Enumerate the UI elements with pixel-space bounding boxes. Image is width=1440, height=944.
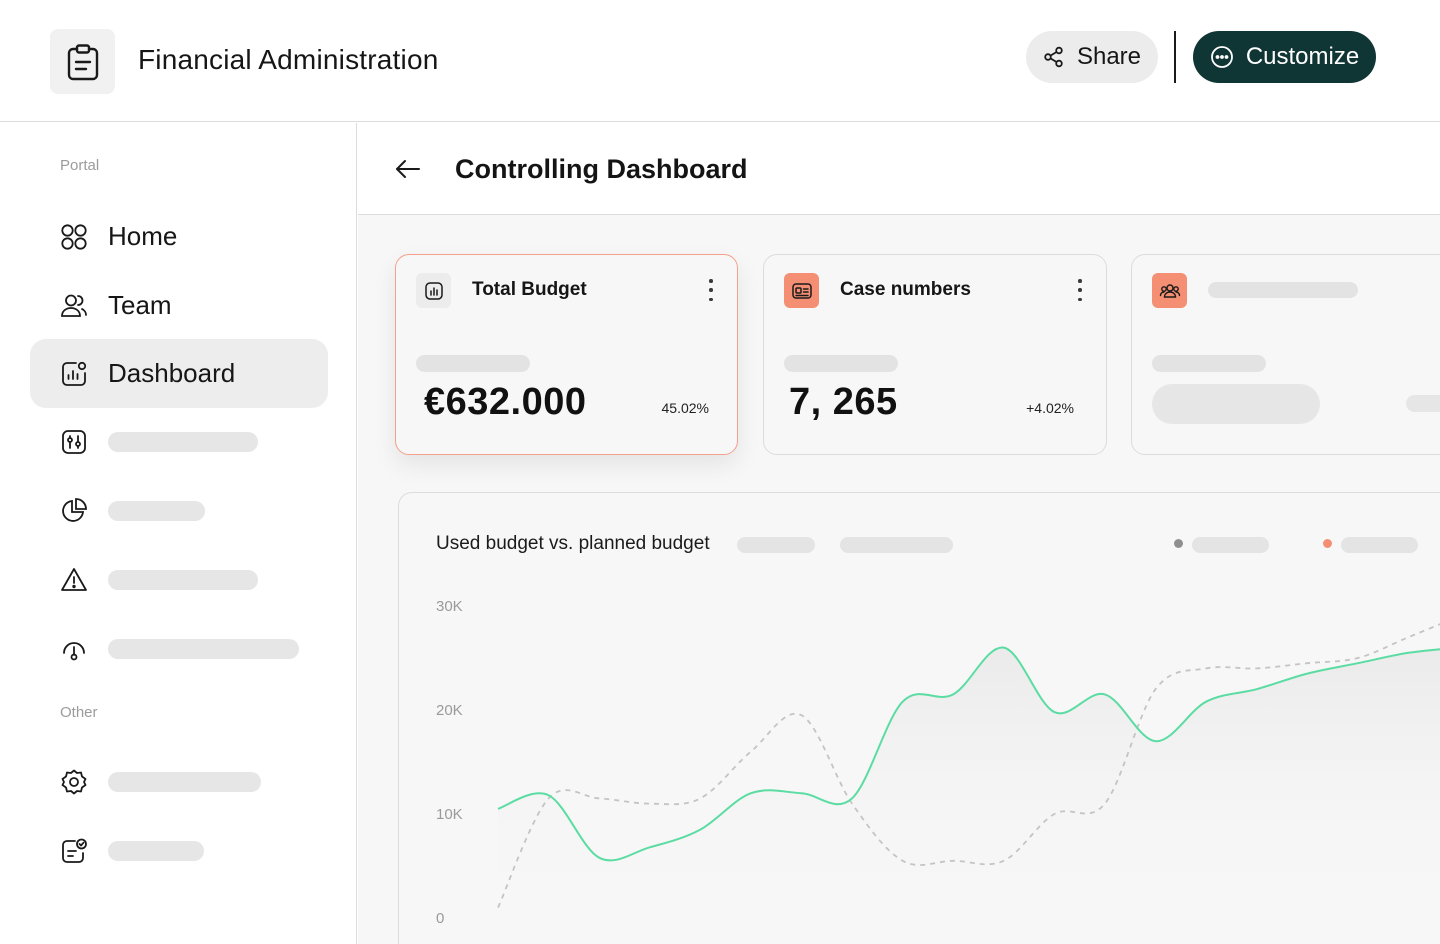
used-budget-line — [497, 646, 1440, 862]
used-budget-area — [498, 647, 1440, 918]
card-title-placeholder — [1208, 282, 1358, 298]
card-value: €632.000 — [424, 381, 587, 423]
back-button[interactable] — [394, 155, 422, 183]
card-placeholder — [1152, 355, 1266, 372]
y-tick-label: 30K — [436, 598, 463, 615]
group-icon — [1152, 273, 1187, 308]
users-icon — [60, 292, 88, 320]
chart-filter-placeholder[interactable] — [737, 537, 815, 553]
nav-placeholder — [108, 500, 205, 521]
app-logo[interactable] — [50, 29, 115, 94]
case-numbers-card[interactable]: Case numbers 7, 265 +4.02% — [763, 254, 1107, 455]
more-circle-icon — [1210, 46, 1233, 68]
placeholder-card[interactable] — [1131, 254, 1440, 455]
sidebar-item-home[interactable]: Home — [30, 202, 328, 271]
chart-filter-placeholder[interactable] — [840, 537, 953, 553]
legend-dot-used — [1323, 539, 1332, 548]
grid-icon — [60, 223, 88, 251]
planned-budget-line — [497, 623, 1440, 908]
budget-chart-card: Used budget vs. planned budget 30K 20K 10K… — [398, 492, 1440, 944]
nav-placeholder — [108, 638, 299, 659]
bar-chart-icon — [416, 273, 451, 308]
card-title: Case numbers — [840, 279, 971, 300]
page-title: Controlling Dashboard — [455, 154, 748, 184]
sidebar-item-label: Team — [108, 290, 172, 320]
y-tick-label: 0 — [436, 910, 444, 927]
clipboard-icon — [67, 43, 98, 80]
section-label-portal: Portal — [60, 157, 100, 174]
kebab-menu-icon[interactable] — [707, 279, 715, 301]
share-label: Share — [1076, 43, 1142, 70]
nav-placeholder — [108, 431, 258, 452]
page-header: Controlling Dashboard — [358, 123, 1440, 215]
share-button[interactable]: Share — [1026, 31, 1158, 83]
customize-button[interactable]: Customize — [1193, 31, 1376, 83]
arrow-left-icon — [396, 160, 420, 178]
card-placeholder — [784, 355, 898, 372]
legend-dot-planned — [1174, 539, 1183, 548]
total-budget-card[interactable]: Total Budget €632.000 45.02% — [395, 254, 738, 455]
legend-label-placeholder — [1192, 537, 1269, 553]
card-delta: 45.02% — [661, 400, 709, 416]
header-divider — [1174, 31, 1176, 83]
kebab-menu-icon[interactable] — [1076, 279, 1084, 301]
y-tick-label: 20K — [436, 702, 463, 719]
task-check-icon — [60, 837, 88, 865]
sidebar-item-label: Home — [108, 221, 178, 251]
top-header: Financial Administration Share Customize — [0, 0, 1440, 122]
sidebar-item-placeholder-3[interactable] — [30, 545, 328, 614]
sidebar-item-dashboard[interactable]: Dashboard — [30, 339, 328, 408]
chart-title: Used budget vs. planned budget — [436, 533, 710, 554]
sidebar-item-tasks[interactable] — [30, 816, 328, 885]
legend-label-placeholder — [1341, 537, 1418, 553]
app-title: Financial Administration — [138, 44, 439, 75]
sidebar: Portal Home Team — [0, 123, 357, 944]
card-delta-placeholder — [1406, 395, 1440, 412]
sidebar-item-settings[interactable] — [30, 747, 328, 816]
card-value-placeholder — [1152, 384, 1320, 424]
sidebar-item-team[interactable]: Team — [30, 271, 328, 340]
line-chart: 30K 20K 10K 0 — [436, 598, 1440, 927]
gear-icon — [60, 768, 88, 796]
customize-label: Customize — [1245, 43, 1360, 70]
y-tick-label: 10K — [436, 806, 463, 823]
pie-chart-icon — [60, 497, 88, 525]
sidebar-item-placeholder-2[interactable] — [30, 476, 328, 545]
sidebar-item-placeholder-4[interactable] — [30, 614, 328, 683]
section-label-other: Other — [60, 704, 98, 721]
sliders-icon — [60, 428, 88, 456]
chart-icon — [60, 360, 88, 388]
card-value: 7, 265 — [789, 381, 898, 423]
nav-placeholder — [108, 771, 261, 792]
sidebar-item-placeholder-1[interactable] — [30, 407, 328, 476]
nav-placeholder — [108, 569, 258, 590]
gauge-icon — [60, 635, 88, 663]
warning-icon — [60, 566, 88, 594]
share-icon — [1044, 46, 1063, 68]
id-card-icon — [784, 273, 819, 308]
nav-placeholder — [108, 840, 204, 861]
card-placeholder — [416, 355, 530, 372]
sidebar-item-label: Dashboard — [108, 358, 236, 388]
main-content: Controlling Dashboard Total Budget €632.… — [358, 123, 1440, 944]
card-title: Total Budget — [472, 279, 587, 300]
card-delta: +4.02% — [1026, 400, 1074, 416]
